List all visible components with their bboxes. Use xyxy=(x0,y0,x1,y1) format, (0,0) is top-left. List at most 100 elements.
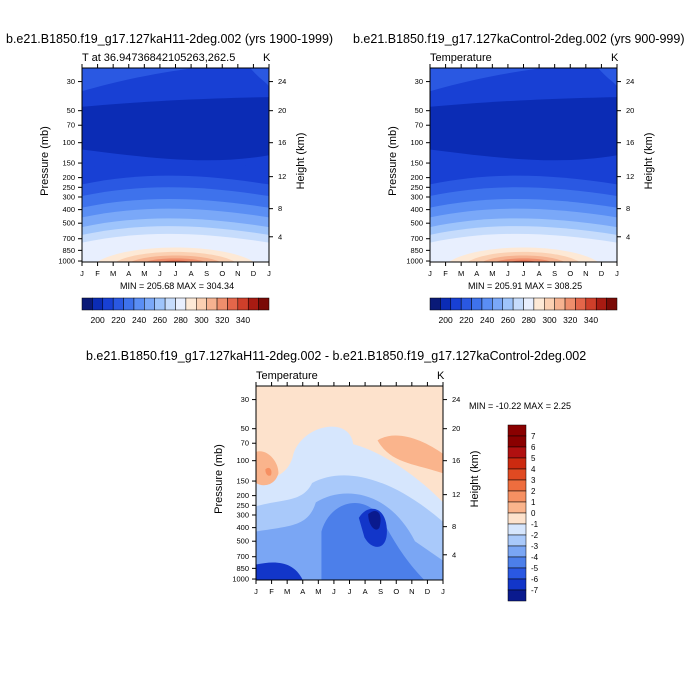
y2-tick-label: 20 xyxy=(452,424,460,433)
colorbar-label: -3 xyxy=(531,542,539,551)
colorbar-swatch xyxy=(554,297,566,311)
x-tick-label: S xyxy=(378,587,383,596)
chart-3-title: b.e21.B1850.f19_g17.127kaH11-2deg.002 - … xyxy=(86,349,587,363)
colorbar-swatch xyxy=(507,457,527,470)
colorbar-swatch xyxy=(564,297,576,311)
colorbars: 200 220 240 260 280 300 320 340 200 220 240 260 280 3… xyxy=(81,297,618,602)
x-tick-label: O xyxy=(219,269,225,278)
colorbar-swatch xyxy=(112,297,124,311)
colorbar-label: 4 xyxy=(531,465,536,474)
colorbar-label: 220 xyxy=(459,315,473,325)
y-tick-label: 100 xyxy=(410,138,423,147)
colorbar-swatch xyxy=(185,297,197,311)
x-tick-label: F xyxy=(443,269,448,278)
x-tick-label: J xyxy=(80,269,84,278)
colorbar-swatch xyxy=(492,297,503,311)
x-tick-label: J xyxy=(254,587,258,596)
diff-core xyxy=(368,510,381,530)
y2-tick-label: 12 xyxy=(626,172,634,181)
chart-1-subtitle: T at 36.94736842105263,262.5 xyxy=(82,52,236,64)
colorbar-label: 320 xyxy=(563,315,577,325)
y2-tick-label: 24 xyxy=(278,77,286,86)
colorbar-label: -5 xyxy=(531,564,539,573)
field-band xyxy=(82,68,269,92)
y-tick-label: 1000 xyxy=(232,575,249,584)
colorbar-swatch xyxy=(154,297,166,311)
y-tick-label: 850 xyxy=(62,246,75,255)
y-tick-label: 50 xyxy=(67,106,75,115)
x-tick-label: N xyxy=(583,269,588,278)
colorbar-label: 260 xyxy=(501,315,515,325)
y-tick-label: 70 xyxy=(241,439,249,448)
x-tick-label: J xyxy=(174,269,178,278)
colorbar-swatch xyxy=(440,297,452,311)
y-tick-label: 200 xyxy=(410,173,423,182)
y2-tick-label: 8 xyxy=(278,204,282,213)
colorbar-label: 200 xyxy=(438,315,452,325)
x-tick-label: J xyxy=(332,587,336,596)
y-tick-label: 200 xyxy=(236,491,249,500)
colorbar-label: 280 xyxy=(174,315,188,325)
field-band xyxy=(430,68,617,92)
y2-tick-label: 20 xyxy=(626,106,634,115)
x-tick-label: J xyxy=(506,269,510,278)
y2-tick-label: 8 xyxy=(452,522,456,531)
y-tick-label: 500 xyxy=(410,219,423,228)
x-tick-label: J xyxy=(267,269,271,278)
colorbar-swatch xyxy=(507,578,527,591)
colorbar-swatch xyxy=(81,297,93,311)
colorbar-label: 200 xyxy=(90,315,104,325)
colorbar-swatch xyxy=(533,297,545,311)
y-tick-label: 70 xyxy=(67,121,75,130)
colorbar-swatch xyxy=(507,446,527,459)
colorbar-label: 220 xyxy=(111,315,125,325)
y2-tick-label: 16 xyxy=(452,456,460,465)
field-dome xyxy=(145,258,206,262)
field-band xyxy=(82,97,269,161)
y-tick-label: 250 xyxy=(410,183,423,192)
y2-tick-label: 8 xyxy=(626,204,630,213)
colorbar-swatch xyxy=(507,501,527,514)
x-tick-label: D xyxy=(599,269,605,278)
x-tick-label: F xyxy=(269,587,274,596)
colorbar-swatch xyxy=(460,297,472,311)
chart-1-stats: MIN = 205.68 MAX = 304.34 xyxy=(120,281,235,291)
diff-warm xyxy=(265,467,272,476)
x-tick-label: A xyxy=(537,269,542,278)
colorbar-swatch xyxy=(216,297,228,311)
y-tick-label: 70 xyxy=(415,121,423,130)
y2-tick-label: 20 xyxy=(278,106,286,115)
colorbar-swatch xyxy=(585,297,597,311)
colorbar-label: 2 xyxy=(531,487,536,496)
colorbar-label: 6 xyxy=(531,443,536,452)
colorbar-swatch xyxy=(471,297,483,311)
colorbar-label: -4 xyxy=(531,553,539,562)
chart-2-title: b.e21.B1850.f19_g17.127kaControl-2deg.00… xyxy=(353,32,685,46)
field-band xyxy=(430,97,617,161)
y-tick-label: 150 xyxy=(410,159,423,168)
colorbar-swatch xyxy=(507,523,527,536)
y-tick-label: 700 xyxy=(410,234,423,243)
x-tick-label: O xyxy=(567,269,573,278)
colorbar-swatch xyxy=(507,545,527,558)
x-tick-label: A xyxy=(300,587,305,596)
colorbar-swatch xyxy=(507,490,527,503)
colorbar-swatch xyxy=(507,512,527,525)
colorbar-swatch xyxy=(606,297,618,311)
colorbar-swatch xyxy=(507,534,527,547)
colorbar-label: 280 xyxy=(522,315,536,325)
diff-core xyxy=(256,562,303,580)
colorbar-label: 260 xyxy=(153,315,167,325)
x-tick-label: A xyxy=(126,269,131,278)
y-tick-label: 50 xyxy=(241,424,249,433)
y2-tick-label: 16 xyxy=(626,138,634,147)
y-tick-label: 400 xyxy=(236,523,249,532)
y-tick-label: 30 xyxy=(415,77,423,86)
y-tick-label: 400 xyxy=(410,205,423,214)
y2-tick-label: 16 xyxy=(278,138,286,147)
chart-1-plot xyxy=(82,68,269,262)
colorbar-swatch xyxy=(507,435,527,448)
y-tick-label: 150 xyxy=(62,159,75,168)
x-tick-label: N xyxy=(409,587,414,596)
colorbar-swatch xyxy=(502,297,514,311)
